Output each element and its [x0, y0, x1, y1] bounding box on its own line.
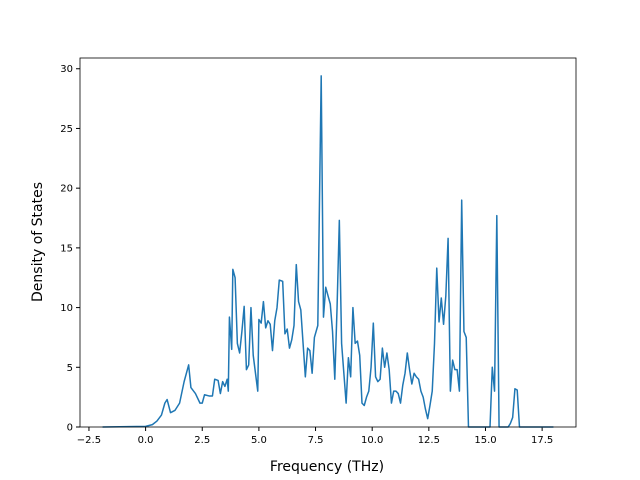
x-tick-label: 7.5: [308, 435, 324, 446]
y-tick-label: 25: [60, 124, 73, 135]
y-tick-label: 0: [67, 423, 73, 434]
y-tick-label: 20: [60, 184, 73, 195]
data-line: [102, 75, 554, 428]
y-tick-label: 30: [60, 64, 73, 75]
x-tick-label: 17.5: [531, 435, 553, 446]
x-tick-label: 0.0: [138, 435, 154, 446]
y-tick-label: 10: [60, 303, 73, 314]
y-axis-label: Density of States: [30, 182, 46, 302]
x-axis-label: Frequency (THz): [270, 459, 384, 475]
x-tick-label: 10.0: [361, 435, 383, 446]
plot-frame: [79, 57, 577, 428]
y-tick-label: 5: [67, 363, 73, 374]
x-tick-label: 12.5: [418, 435, 440, 446]
x-tick-label: 15.0: [474, 435, 496, 446]
y-tick-label: 15: [60, 243, 73, 254]
x-tick-label: 2.5: [194, 435, 210, 446]
x-tick-label: 5.0: [251, 435, 267, 446]
x-tick-label: −2.5: [77, 435, 101, 446]
